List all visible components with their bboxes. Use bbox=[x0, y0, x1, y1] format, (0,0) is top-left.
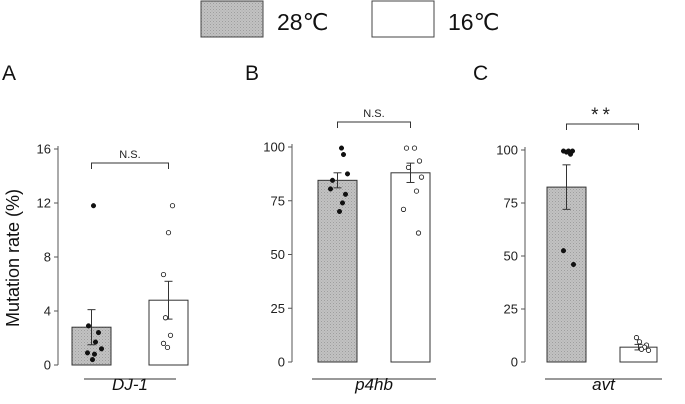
data-point-28c bbox=[570, 261, 577, 268]
legend-label-16c: 16℃ bbox=[448, 9, 499, 35]
data-point-16c bbox=[645, 347, 652, 353]
data-point-16c bbox=[418, 174, 425, 180]
data-point-28c bbox=[92, 339, 99, 345]
data-point-16c bbox=[165, 230, 172, 236]
y-tick-label: 0 bbox=[278, 355, 285, 370]
data-point-28c bbox=[98, 346, 105, 352]
y-tick-label: 75 bbox=[504, 196, 518, 211]
significance-bracket bbox=[337, 121, 411, 128]
data-point-16c bbox=[416, 158, 423, 164]
significance-label: N.S. bbox=[119, 149, 140, 161]
data-point-16c bbox=[415, 230, 422, 236]
legend-swatch-28c bbox=[200, 0, 264, 38]
significance-label: N.S. bbox=[363, 108, 384, 120]
gene-label: DJ-1 bbox=[112, 375, 148, 394]
data-point-16c bbox=[164, 344, 171, 351]
data-point-16c bbox=[633, 335, 640, 341]
data-point-28c bbox=[90, 203, 97, 209]
y-tick-label: 75 bbox=[271, 193, 285, 208]
data-point-16c bbox=[405, 164, 412, 171]
panel-b-chart: 0 25 50 75 100 p4hb N.S. bbox=[263, 108, 436, 394]
y-tick-label: 0 bbox=[511, 355, 518, 370]
data-point-28c bbox=[85, 323, 92, 329]
data-point-28c bbox=[339, 200, 346, 206]
y-tick-label: 50 bbox=[271, 247, 285, 262]
data-point-16c bbox=[162, 315, 169, 321]
data-point-16c bbox=[413, 188, 420, 194]
data-point-28c bbox=[560, 248, 567, 254]
data-point-28c bbox=[563, 149, 570, 155]
y-tick-label: 100 bbox=[263, 140, 285, 155]
y-tick-label: 25 bbox=[504, 302, 518, 317]
data-point-16c bbox=[160, 271, 167, 278]
significance-bracket bbox=[566, 123, 639, 130]
data-point-28c bbox=[344, 171, 351, 177]
panel-label-a: A bbox=[2, 62, 16, 85]
y-tick-label: 12 bbox=[37, 196, 51, 211]
data-point-28c bbox=[329, 177, 336, 183]
y-axis-label: Mutation rate (%) bbox=[3, 189, 23, 327]
data-point-28c bbox=[567, 151, 574, 157]
bar-16c bbox=[390, 172, 431, 363]
data-point-28c bbox=[89, 357, 96, 363]
data-point-28c bbox=[342, 191, 349, 197]
significance-bracket bbox=[91, 162, 169, 169]
data-point-16c bbox=[167, 332, 174, 338]
data-point-16c bbox=[169, 203, 176, 209]
data-point-28c bbox=[327, 186, 334, 192]
legend: 28℃ 16℃ bbox=[200, 0, 499, 38]
gene-label: p4hb bbox=[354, 375, 393, 394]
y-tick-label: 0 bbox=[44, 358, 51, 373]
data-point-16c bbox=[160, 340, 167, 346]
bar-28c bbox=[317, 179, 358, 363]
y-tick-label: 100 bbox=[496, 143, 518, 158]
data-point-16c bbox=[636, 339, 643, 345]
y-tick-label: 4 bbox=[44, 304, 51, 319]
data-point-28c bbox=[84, 350, 91, 356]
data-point-28c bbox=[91, 351, 98, 357]
legend-swatch-16c bbox=[371, 0, 435, 38]
y-tick-label: 16 bbox=[37, 142, 51, 157]
legend-label-28c: 28℃ bbox=[277, 9, 328, 35]
panel-label-c: C bbox=[473, 62, 488, 85]
y-tick-label: 25 bbox=[271, 301, 285, 316]
data-point-28c bbox=[95, 330, 102, 336]
y-tick-label: 8 bbox=[44, 250, 51, 265]
data-point-28c bbox=[340, 151, 347, 158]
panel-a-chart: 0 4 8 12 16 DJ-1 N.S. bbox=[37, 142, 189, 394]
data-point-16c bbox=[400, 206, 407, 212]
data-point-16c bbox=[638, 346, 645, 352]
panel-label-b: B bbox=[245, 62, 259, 85]
significance-label: ** bbox=[591, 105, 614, 126]
panel-c-chart: 0 25 50 75 100 avt ** bbox=[496, 105, 662, 394]
bar-28c bbox=[546, 186, 587, 363]
data-point-28c bbox=[338, 145, 345, 151]
data-point-28c bbox=[336, 208, 343, 215]
data-point-16c bbox=[403, 145, 410, 151]
data-point-16c bbox=[411, 145, 418, 151]
gene-label: avt bbox=[592, 375, 616, 394]
y-tick-label: 50 bbox=[504, 249, 518, 264]
